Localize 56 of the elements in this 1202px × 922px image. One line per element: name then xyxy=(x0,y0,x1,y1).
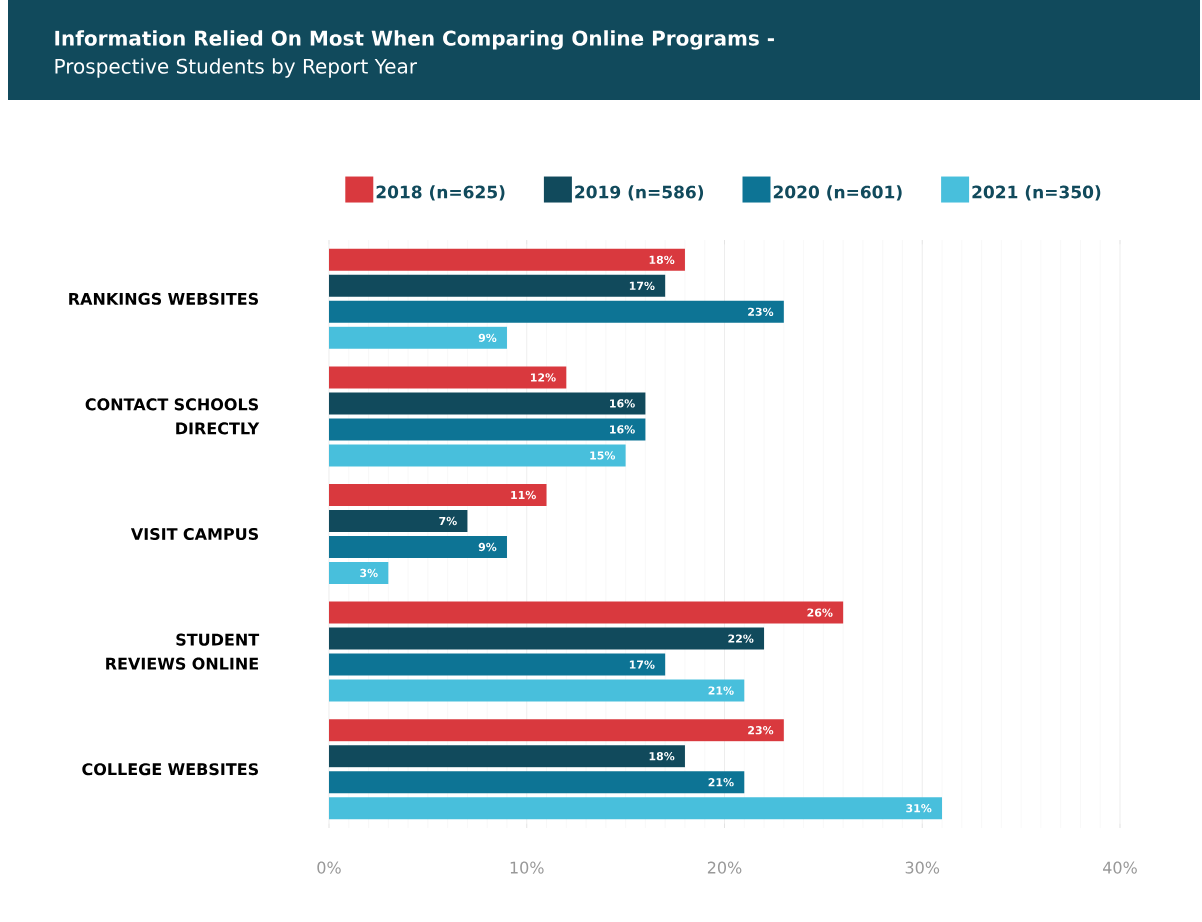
legend-label: 2018 (n=625) xyxy=(376,185,505,201)
chart-subtitle: Prospective Students by Report Year xyxy=(55,58,418,78)
bar xyxy=(329,653,666,676)
data-label: 15% xyxy=(590,451,616,460)
bar xyxy=(329,392,646,415)
legend-label: 2019 (n=586) xyxy=(575,185,704,201)
bar xyxy=(329,536,507,559)
data-label: 23% xyxy=(748,307,774,316)
data-label: 22% xyxy=(728,634,754,643)
y-tick-label: COLLEGE WEBSITES xyxy=(82,763,258,776)
x-tick-label: 0% xyxy=(317,861,341,874)
legend-label: 2020 (n=601) xyxy=(773,185,902,201)
y-tick-label: VISIT CAMPUS xyxy=(130,527,259,541)
data-label: 9% xyxy=(478,333,497,342)
x-tick-label: 30% xyxy=(905,861,940,874)
bar xyxy=(329,248,685,271)
bar xyxy=(329,627,765,650)
data-label: 26% xyxy=(807,608,833,617)
data-label: 21% xyxy=(708,778,734,787)
bar xyxy=(329,274,666,297)
y-tick-label: STUDENT REVIEWS ONLINE xyxy=(106,633,260,670)
chart-title: Information Relied On Most When Comparing Online Programs - xyxy=(55,30,774,50)
data-label: 21% xyxy=(708,686,734,695)
bar xyxy=(329,444,626,467)
data-label: 31% xyxy=(906,804,932,813)
data-label: 18% xyxy=(649,255,675,264)
bar xyxy=(329,797,943,820)
data-label: 12% xyxy=(531,373,556,382)
bar xyxy=(329,510,468,533)
legend-label: 2021 (n=350) xyxy=(972,185,1101,201)
data-label: 17% xyxy=(629,281,655,290)
bar xyxy=(329,679,745,702)
x-tick-label: 10% xyxy=(510,861,544,874)
bar xyxy=(329,562,389,585)
data-label: 3% xyxy=(360,568,378,578)
x-tick-label: 20% xyxy=(707,861,742,874)
bar xyxy=(329,719,784,742)
bar xyxy=(329,745,685,768)
y-tick-label: RANKINGS WEBSITES xyxy=(69,292,259,305)
data-label: 23% xyxy=(748,726,774,735)
bar xyxy=(329,484,547,507)
bar xyxy=(329,300,784,323)
bar xyxy=(329,418,646,441)
data-label: 9% xyxy=(478,542,497,552)
bar xyxy=(329,601,844,624)
data-label: 16% xyxy=(610,399,635,408)
bar xyxy=(329,771,745,794)
data-label: 18% xyxy=(649,752,675,761)
data-label: 16% xyxy=(610,425,635,434)
bar xyxy=(329,326,507,349)
y-tick-label: CONTACT SCHOOLS DIRECTLY xyxy=(85,398,260,435)
x-tick-label: 40% xyxy=(1103,861,1137,874)
data-label: 17% xyxy=(629,660,655,669)
bar xyxy=(329,366,567,389)
data-label: 7% xyxy=(439,516,457,526)
data-label: 11% xyxy=(511,490,536,500)
